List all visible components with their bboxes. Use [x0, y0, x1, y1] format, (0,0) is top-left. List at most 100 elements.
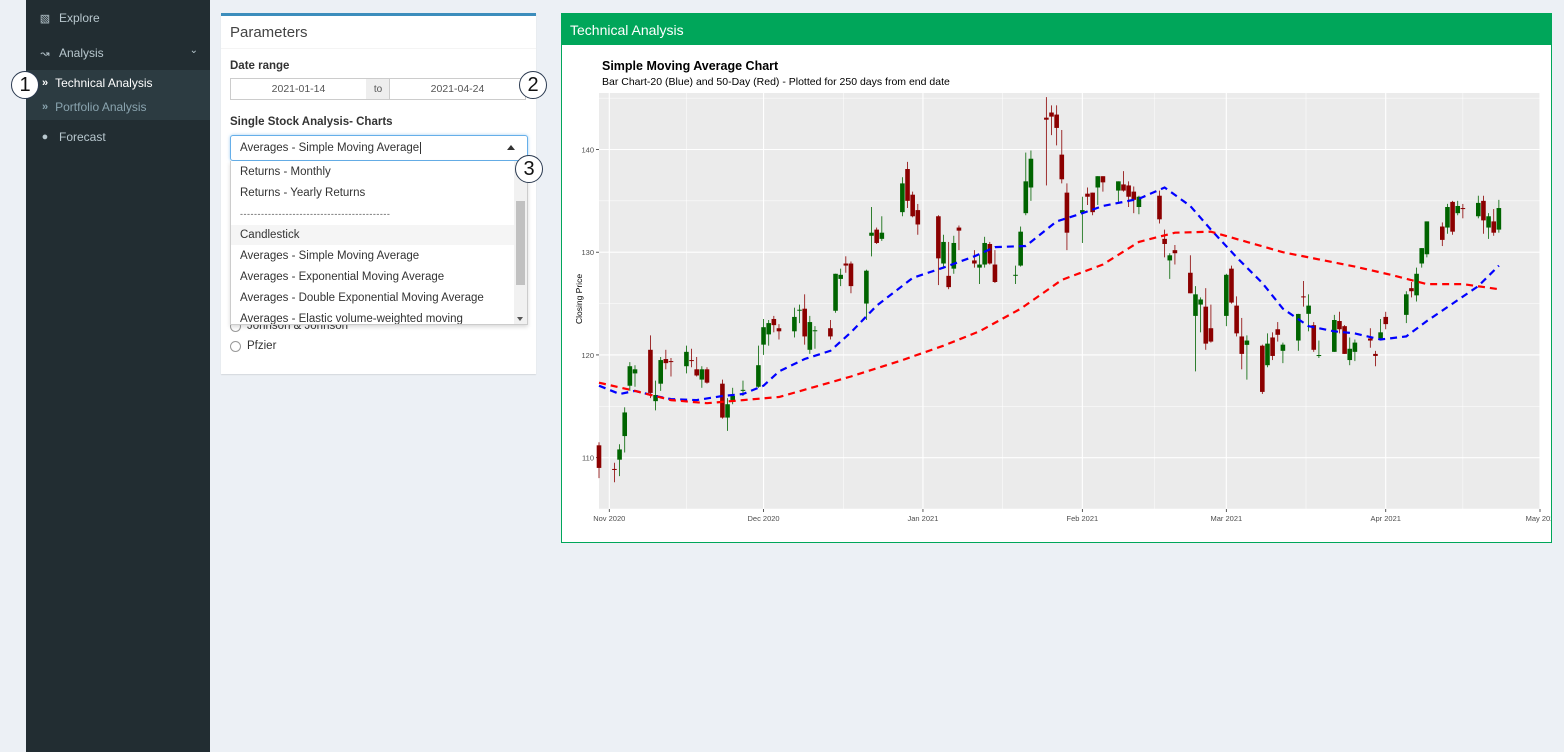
candle-body	[1301, 296, 1306, 298]
candle-body	[622, 412, 628, 437]
candle-body	[756, 365, 761, 387]
x-tick-label: May 202	[1526, 514, 1551, 523]
candle-body	[668, 361, 674, 363]
candle-body	[1234, 305, 1239, 334]
sidebar-item-explore[interactable]: ▧ Explore	[26, 3, 210, 33]
dropdown-separator: ----------------------------------------…	[240, 209, 391, 219]
candle-body	[1373, 353, 1378, 356]
candle-body	[1203, 306, 1209, 344]
chevron-down-icon: ⌄	[189, 45, 198, 56]
x-tick-label: Dec 2020	[747, 514, 779, 523]
candle-body	[1188, 272, 1193, 294]
candle-body	[828, 328, 833, 337]
sidebar: ▧ Explore ↝ Analysis ⌄ » Technical Analy…	[26, 0, 210, 752]
dropdown-option[interactable]: Returns - Monthly	[240, 166, 331, 178]
candle-body	[704, 369, 710, 383]
dropdown-option[interactable]: Candlestick	[231, 225, 516, 245]
double-chevron-right-icon: »	[42, 77, 49, 89]
candle-body	[1244, 340, 1250, 345]
candle-body	[905, 169, 910, 201]
candle-body	[648, 349, 653, 393]
candle-body	[1059, 154, 1065, 180]
candle-body	[797, 309, 802, 311]
sidebar-item-portfolio-analysis[interactable]: » Portfolio Analysis	[26, 95, 210, 119]
candle-body	[848, 263, 854, 287]
sidebar-item-label: Portfolio Analysis	[55, 100, 147, 114]
date-start-input[interactable]: 2021-01-14	[230, 78, 367, 100]
candle-body	[992, 264, 998, 282]
candle-body	[802, 308, 807, 337]
dropdown-option[interactable]: Averages - Simple Moving Average	[240, 250, 420, 262]
candle-body	[663, 359, 669, 364]
candle-body	[1419, 248, 1425, 264]
candle-body	[617, 449, 622, 460]
sidebar-item-technical-analysis[interactable]: » Technical Analysis	[26, 71, 210, 95]
candle-body	[1342, 326, 1347, 354]
candle-body	[1064, 192, 1070, 233]
charts-label: Single Stock Analysis- Charts	[230, 116, 393, 128]
dropdown-scrollbar[interactable]	[514, 161, 527, 324]
candle-body	[807, 322, 813, 350]
candle-body	[1260, 345, 1265, 392]
candle-body	[1481, 200, 1486, 221]
candle-body	[1229, 268, 1234, 303]
candle-body	[1172, 250, 1178, 254]
candle-body	[843, 263, 849, 266]
x-tick-label: Nov 2020	[593, 514, 625, 523]
candle-body	[1162, 238, 1167, 244]
dropdown-option[interactable]: Averages - Double Exponential Moving Ave…	[240, 292, 484, 304]
dropdown-option[interactable]: Returns - Yearly Returns	[240, 187, 366, 199]
panel-header: Technical Analysis	[562, 14, 1551, 45]
radio-circle-icon[interactable]	[230, 340, 241, 352]
scroll-thumb[interactable]	[516, 201, 525, 285]
candle-body	[1167, 255, 1173, 261]
candle-body	[766, 323, 771, 335]
analysis-submenu: » Technical Analysis » Portfolio Analysi…	[26, 70, 210, 120]
candle-body	[1383, 316, 1389, 325]
candle-body	[1049, 112, 1054, 117]
candle-body	[910, 194, 915, 217]
candle-body	[1296, 313, 1301, 341]
candle-body	[694, 369, 699, 376]
candle-body	[936, 216, 941, 259]
dropdown-option[interactable]: Averages - Elastic volume-weighted movin…	[240, 313, 463, 325]
candle-body	[1085, 193, 1090, 197]
candle-body	[1414, 273, 1419, 296]
candle-body	[632, 369, 638, 374]
candle-body	[1126, 185, 1131, 197]
candle-body	[915, 210, 921, 225]
candle-body	[1491, 221, 1497, 233]
candle-body	[1337, 321, 1342, 330]
y-tick-label: 110	[582, 454, 594, 463]
radio-pfizer[interactable]: Pfzier	[230, 340, 276, 352]
date-separator: to	[366, 78, 390, 100]
candle-body	[684, 351, 689, 367]
x-tick-label: Jan 2021	[908, 514, 939, 523]
scroll-down-arrow-icon[interactable]	[517, 317, 523, 321]
candle-body	[730, 396, 735, 401]
candle-body	[1095, 176, 1101, 188]
left-gutter	[0, 0, 26, 752]
candle-body	[951, 242, 957, 269]
y-tick-label: 130	[581, 248, 594, 257]
date-end-input[interactable]: 2021-04-24	[389, 78, 526, 100]
sma50-line	[598, 230, 1500, 405]
candle-body	[1239, 336, 1245, 354]
annotation-marker-3: 3	[515, 155, 543, 183]
x-tick-label: Feb 2021	[1067, 514, 1099, 523]
candle-body	[1136, 196, 1142, 208]
candle-body	[1404, 294, 1409, 315]
x-tick-label: Mar 2021	[1210, 514, 1242, 523]
candle-body	[740, 389, 746, 391]
candle-body	[627, 366, 633, 386]
candle-body	[1486, 216, 1491, 228]
bar-chart-icon: ▧	[39, 12, 51, 25]
dropdown-option[interactable]: Averages - Exponential Moving Average	[240, 271, 445, 283]
candle-body	[1455, 205, 1461, 214]
chart-type-select[interactable]: Averages - Simple Moving Average	[230, 135, 528, 161]
candle-body	[1265, 343, 1270, 366]
candle-body	[987, 243, 993, 264]
sidebar-item-forecast[interactable]: ● Forecast	[26, 122, 210, 152]
sidebar-item-analysis[interactable]: ↝ Analysis ⌄	[26, 38, 210, 68]
line-chart-icon: ↝	[40, 47, 50, 60]
